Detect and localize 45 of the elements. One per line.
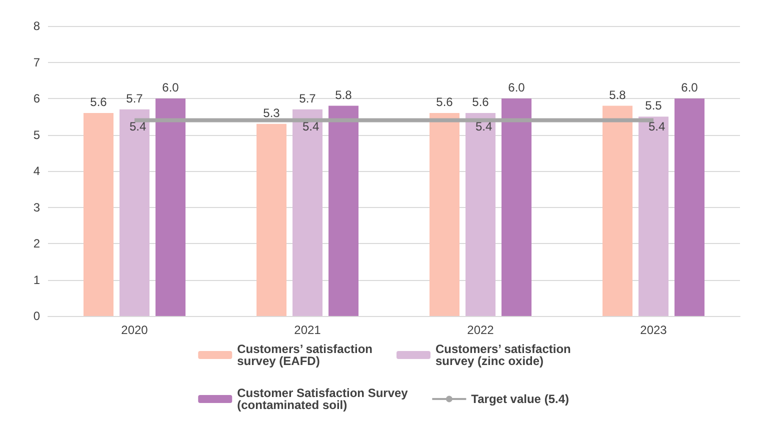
y-tick-label: 3: [33, 200, 40, 214]
bar: [156, 98, 186, 316]
data-label: 5.4: [130, 119, 147, 134]
bar: [256, 124, 286, 316]
y-tick-label: 1: [33, 272, 40, 287]
bar: [328, 106, 358, 316]
y-tick-label: 7: [33, 55, 40, 70]
data-label: 6.0: [162, 80, 180, 94]
data-label: 5.6: [436, 95, 454, 109]
y-tick-label: 6: [33, 92, 40, 106]
legend-label: Customers’ satisfaction survey (zinc oxide): [436, 342, 574, 368]
bar: [638, 116, 668, 316]
data-label: 5.4: [648, 119, 666, 134]
data-label: 5.8: [609, 88, 626, 102]
legend-label: Customer Satisfaction Survey (contaminated soil): [237, 386, 412, 412]
x-tick-label: 2023: [640, 323, 668, 337]
x-tick-label: 2020: [121, 323, 148, 337]
data-label: 6.0: [508, 80, 526, 94]
y-tick-label: 5: [33, 128, 40, 142]
data-label: 5.7: [126, 91, 144, 106]
data-label: 5.8: [335, 88, 352, 102]
y-tick-label: 4: [33, 164, 40, 178]
bar: [602, 106, 632, 316]
data-label: 5.7: [299, 91, 316, 106]
bar: [674, 98, 704, 316]
data-label: 5.4: [476, 119, 493, 134]
y-tick-label: 0: [33, 309, 40, 323]
data-label: 5.4: [302, 119, 320, 134]
data-label: 5.6: [90, 95, 108, 109]
data-label: 6.0: [681, 80, 698, 94]
bar: [292, 109, 322, 316]
legend-label: Customers’ satisfaction survey (EAFD): [237, 342, 376, 368]
bar: [84, 113, 114, 316]
data-label: 5.5: [645, 98, 662, 113]
data-label: 5.6: [472, 95, 490, 109]
y-tick-label: 2: [33, 236, 40, 250]
data-label: 5.3: [263, 106, 280, 120]
bar: [466, 113, 496, 316]
bar: [430, 113, 460, 316]
bar: [120, 109, 150, 316]
bar: [502, 98, 532, 316]
x-tick-label: 2021: [294, 323, 322, 337]
y-tick-label: 8: [33, 19, 40, 33]
x-tick-label: 2022: [467, 323, 494, 337]
legend-label: Target value (5.4): [471, 392, 569, 406]
